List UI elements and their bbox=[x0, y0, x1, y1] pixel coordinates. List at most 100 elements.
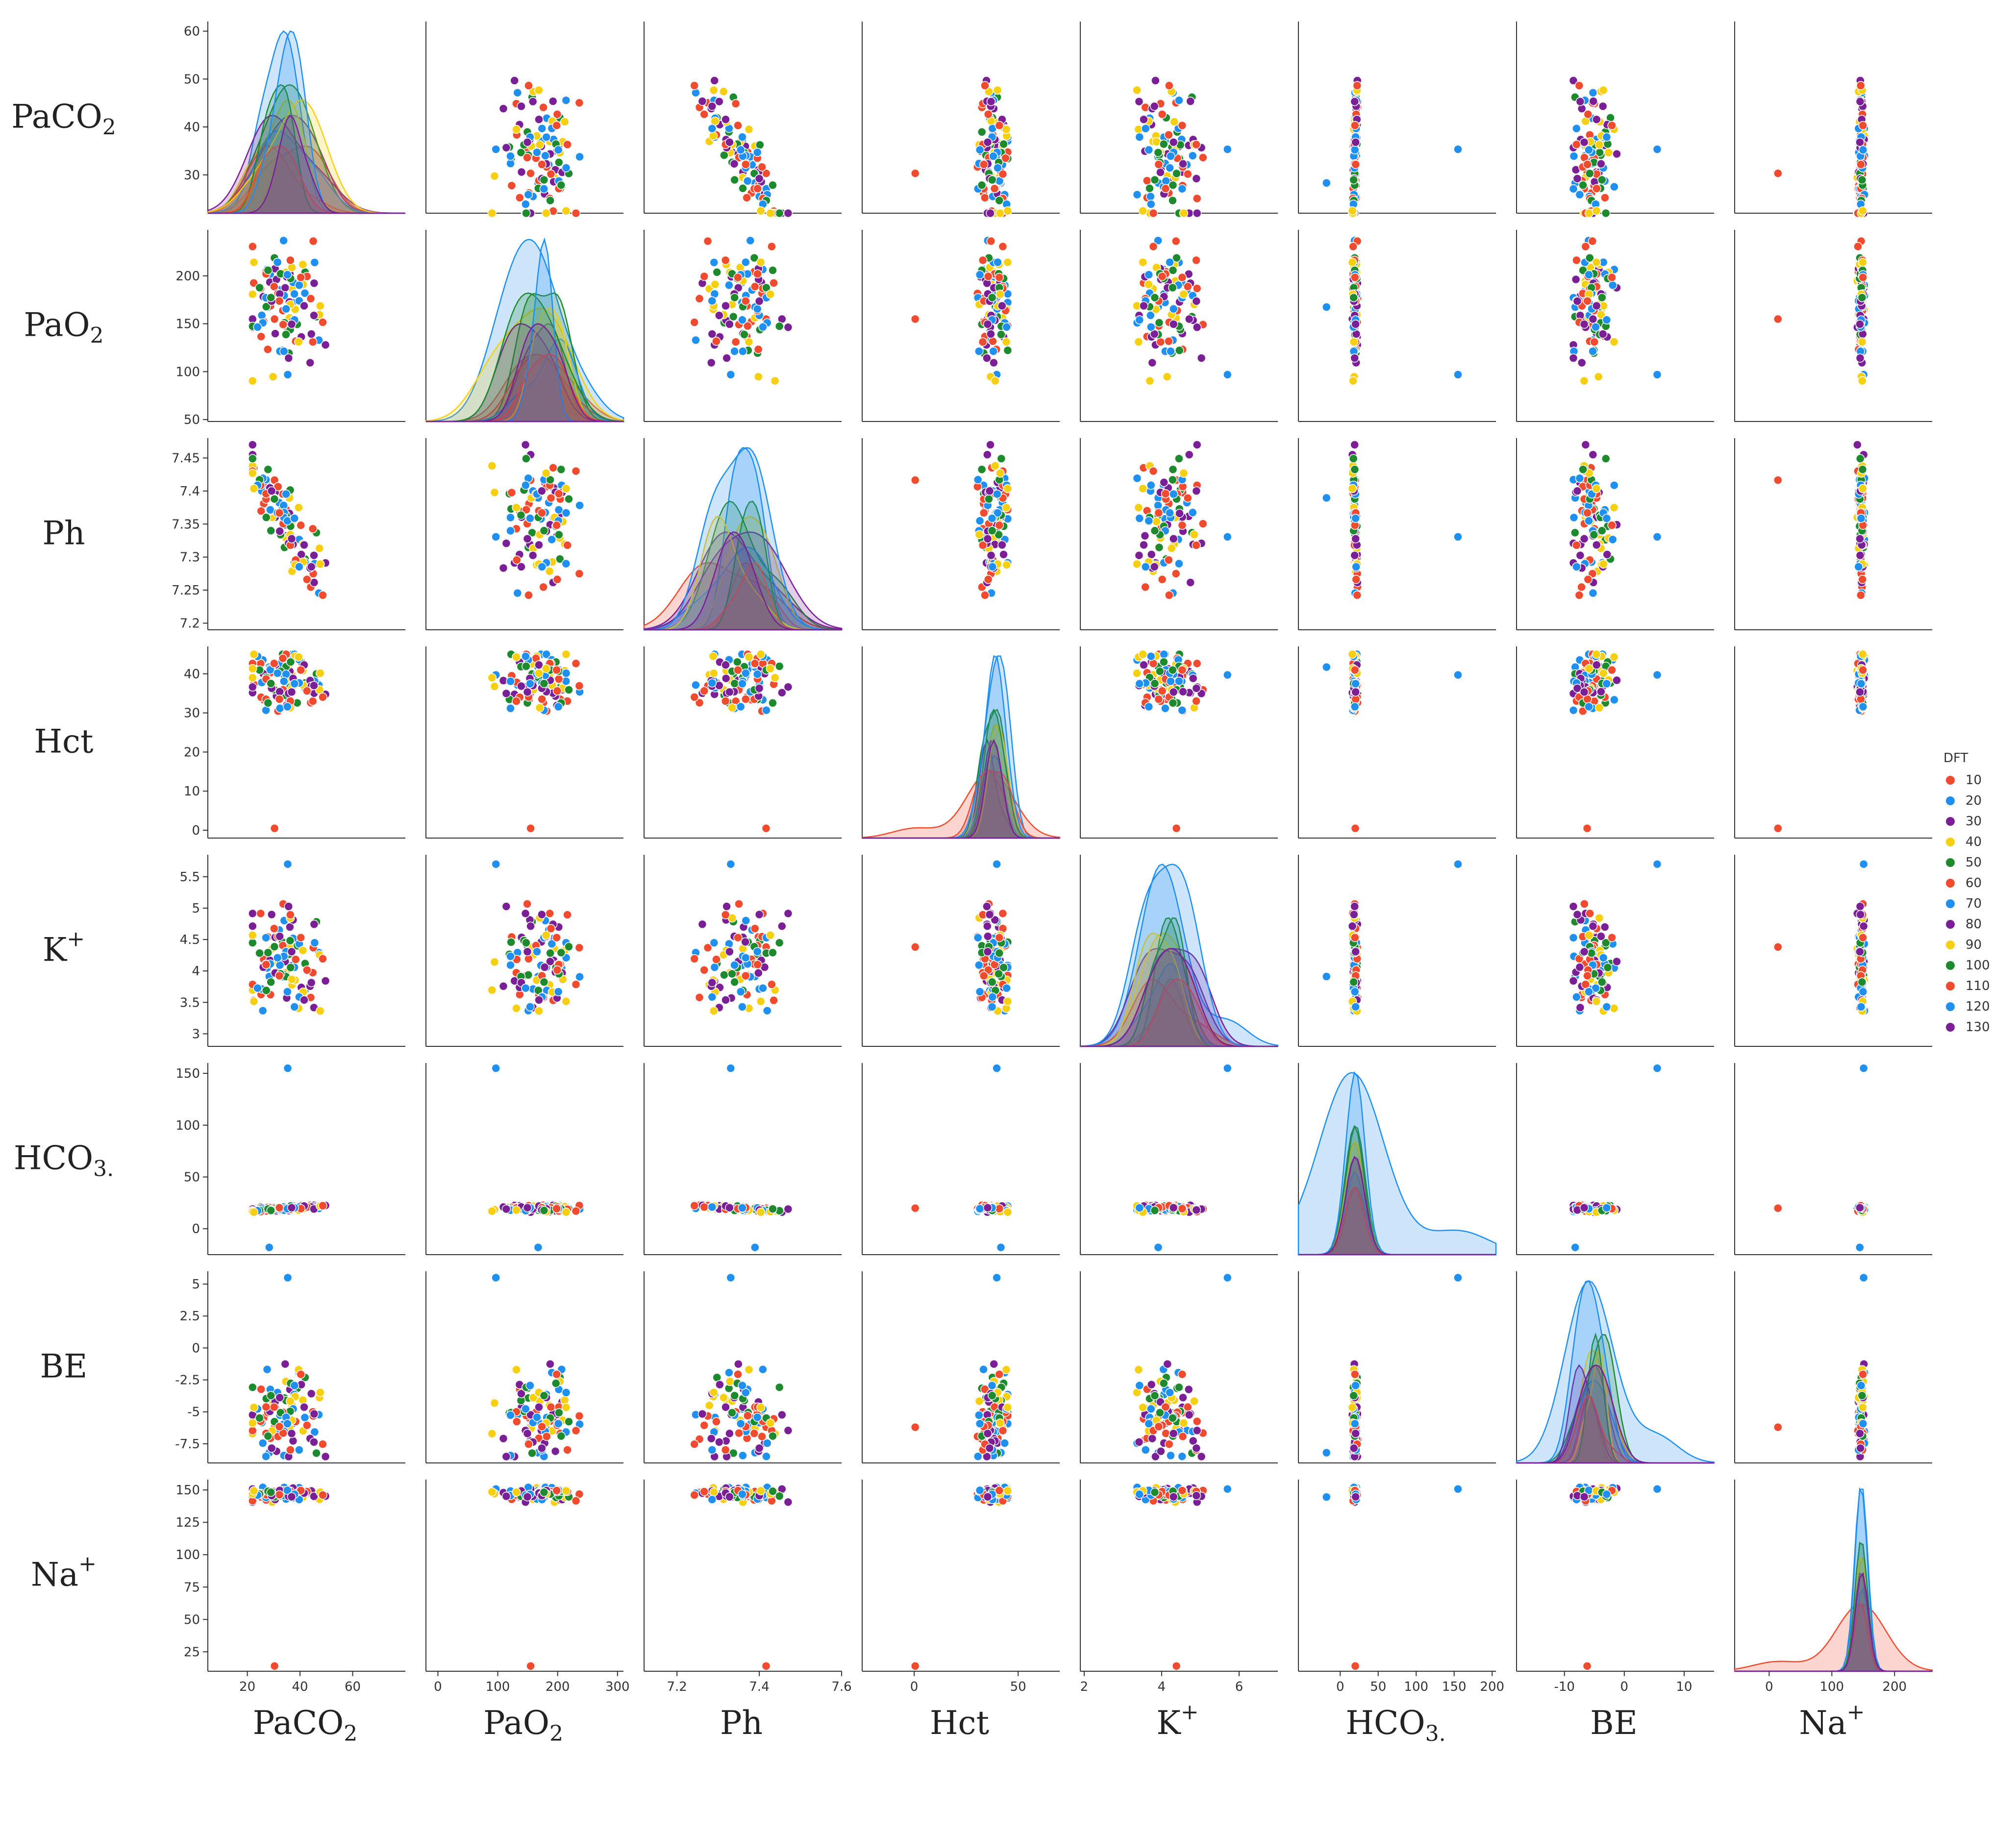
scatter-point bbox=[991, 462, 999, 470]
scatter-point bbox=[529, 98, 537, 106]
scatter-point bbox=[262, 986, 271, 994]
scatter-point bbox=[253, 984, 262, 992]
scatter-point bbox=[1149, 209, 1158, 218]
scatter-point bbox=[1859, 650, 1867, 659]
scatter-point bbox=[974, 934, 982, 942]
scatter-point bbox=[288, 1204, 296, 1212]
scatter-point bbox=[319, 955, 327, 963]
scatter-point bbox=[554, 146, 563, 154]
scatter-point bbox=[491, 682, 499, 691]
scatter-point bbox=[499, 104, 508, 113]
scatter-point bbox=[552, 1370, 561, 1379]
scatter-point bbox=[1170, 138, 1178, 147]
scatter-point bbox=[988, 978, 996, 986]
scatter-point bbox=[1178, 706, 1186, 715]
scatter-point bbox=[762, 824, 771, 833]
scatter-point bbox=[575, 99, 583, 107]
scatter-point bbox=[998, 302, 1006, 310]
scatter-point bbox=[745, 338, 753, 346]
scatter-point bbox=[300, 541, 308, 549]
scatter-point bbox=[722, 1446, 730, 1454]
scatter-point bbox=[1598, 294, 1606, 302]
scatter-point bbox=[535, 1403, 543, 1411]
scatter-point bbox=[522, 939, 530, 947]
scatter-point bbox=[303, 687, 311, 695]
scatter-point bbox=[1350, 902, 1359, 911]
scatter-point bbox=[725, 947, 734, 956]
scatter-point bbox=[1454, 860, 1462, 868]
scatter-point bbox=[987, 237, 995, 246]
scatter-point bbox=[572, 467, 580, 475]
scatter-point bbox=[771, 673, 779, 682]
scatter-point bbox=[751, 659, 759, 668]
scatter-point bbox=[999, 140, 1008, 148]
scatter-point bbox=[512, 125, 521, 134]
scatter-point bbox=[1454, 533, 1462, 541]
scatter-point bbox=[572, 659, 580, 668]
y-tick-label: 40 bbox=[184, 667, 200, 682]
panel-HCO3-vs-PaCO2 bbox=[1298, 22, 1496, 218]
scatter-point bbox=[1653, 145, 1662, 153]
scatter-point bbox=[1599, 86, 1608, 95]
scatter-point bbox=[1578, 359, 1586, 367]
scatter-point bbox=[268, 1444, 276, 1452]
scatter-point bbox=[696, 295, 704, 303]
scatter-point bbox=[555, 490, 563, 498]
panel-Ph-vs-Hct bbox=[644, 646, 842, 838]
scatter-point bbox=[288, 975, 296, 984]
scatter-point bbox=[769, 266, 777, 274]
panel-HCO3-vs-Ph bbox=[1298, 438, 1496, 630]
scatter-point bbox=[547, 1403, 555, 1411]
scatter-point bbox=[708, 1446, 716, 1454]
scatter-point bbox=[722, 902, 731, 911]
scatter-point bbox=[1145, 280, 1153, 289]
scatter-point bbox=[1135, 133, 1144, 141]
panel-Na-vs-PaO2 bbox=[1735, 230, 1932, 421]
scatter-point bbox=[1175, 96, 1183, 104]
scatter-point bbox=[1576, 551, 1584, 560]
y-tick-label: 60 bbox=[184, 25, 200, 39]
scatter-point bbox=[303, 966, 311, 974]
scatter-point bbox=[523, 1204, 532, 1212]
scatter-point bbox=[286, 964, 295, 972]
scatter-point bbox=[1602, 316, 1611, 324]
scatter-point bbox=[1193, 323, 1201, 331]
scatter-point bbox=[1774, 1204, 1782, 1212]
scatter-point bbox=[310, 551, 318, 560]
scatter-point bbox=[1158, 687, 1167, 695]
scatter-point bbox=[270, 942, 278, 951]
scatter-point bbox=[1199, 153, 1207, 162]
scatter-point bbox=[502, 690, 510, 698]
scatter-point bbox=[1166, 509, 1174, 517]
scatter-point bbox=[1351, 122, 1359, 130]
scatter-point bbox=[284, 354, 293, 362]
panel-K-vs-PaO2 bbox=[1080, 230, 1278, 421]
scatter-point bbox=[995, 934, 1003, 942]
scatter-point bbox=[255, 949, 264, 957]
scatter-point bbox=[979, 1365, 988, 1374]
scatter-point bbox=[753, 1413, 762, 1421]
scatter-point bbox=[575, 682, 583, 690]
scatter-point bbox=[690, 1440, 698, 1448]
scatter-point bbox=[1774, 169, 1782, 177]
y-tick-label: 30 bbox=[184, 706, 200, 721]
scatter-point bbox=[980, 160, 988, 169]
scatter-point bbox=[745, 653, 753, 661]
scatter-point bbox=[284, 1274, 292, 1282]
scatter-point bbox=[1003, 346, 1012, 354]
scatter-point bbox=[1350, 551, 1359, 560]
y-tick-label: -2.5 bbox=[175, 1373, 200, 1388]
scatter-point bbox=[1134, 338, 1143, 346]
scatter-point bbox=[1576, 1003, 1584, 1012]
scatter-point bbox=[1166, 164, 1174, 172]
scatter-point bbox=[1608, 666, 1616, 674]
scatter-point bbox=[1569, 902, 1578, 911]
scatter-point bbox=[517, 102, 525, 110]
scatter-point bbox=[751, 924, 759, 933]
scatter-point bbox=[978, 465, 986, 473]
scatter-point bbox=[561, 1396, 569, 1404]
scatter-point bbox=[1576, 98, 1584, 106]
scatter-point bbox=[540, 978, 548, 986]
scatter-point bbox=[1197, 354, 1206, 362]
scatter-point bbox=[575, 943, 583, 952]
